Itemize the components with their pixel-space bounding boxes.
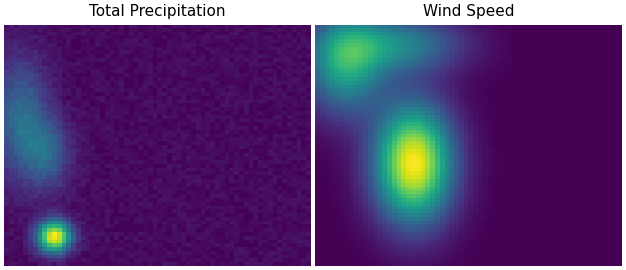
Title: Wind Speed: Wind Speed — [423, 4, 514, 19]
Title: Total Precipitation: Total Precipitation — [90, 4, 226, 19]
